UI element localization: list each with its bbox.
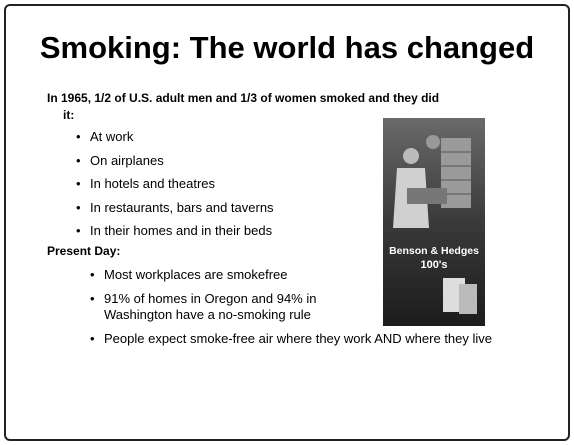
bullet: 91% of homes in Oregon and 94% in Washin… bbox=[90, 291, 374, 324]
slide: Smoking: The world has changed In 1965, … bbox=[0, 0, 574, 445]
brand-text: Benson & Hedges bbox=[389, 245, 479, 257]
drawer bbox=[407, 188, 447, 204]
person-head bbox=[403, 148, 419, 164]
bullet: In hotels and theatres bbox=[76, 175, 274, 199]
slide-title: Smoking: The world has changed bbox=[0, 30, 574, 66]
bullet: At work bbox=[76, 128, 274, 152]
product-text: 100's bbox=[420, 259, 447, 271]
bullet: People expect smoke-free air where they … bbox=[90, 331, 524, 348]
past-list: At work On airplanes In hotels and theat… bbox=[76, 128, 274, 246]
bullet: On airplanes bbox=[76, 152, 274, 176]
bullet: In their homes and in their beds bbox=[76, 222, 274, 246]
ad-photo: Benson & Hedges 100's bbox=[383, 118, 485, 326]
pack bbox=[459, 284, 477, 314]
bullet: Most workplaces are smokefree bbox=[90, 267, 374, 284]
person-head bbox=[426, 135, 440, 149]
present-heading: Present Day: bbox=[47, 244, 120, 258]
bullet: In restaurants, bars and taverns bbox=[76, 199, 274, 223]
